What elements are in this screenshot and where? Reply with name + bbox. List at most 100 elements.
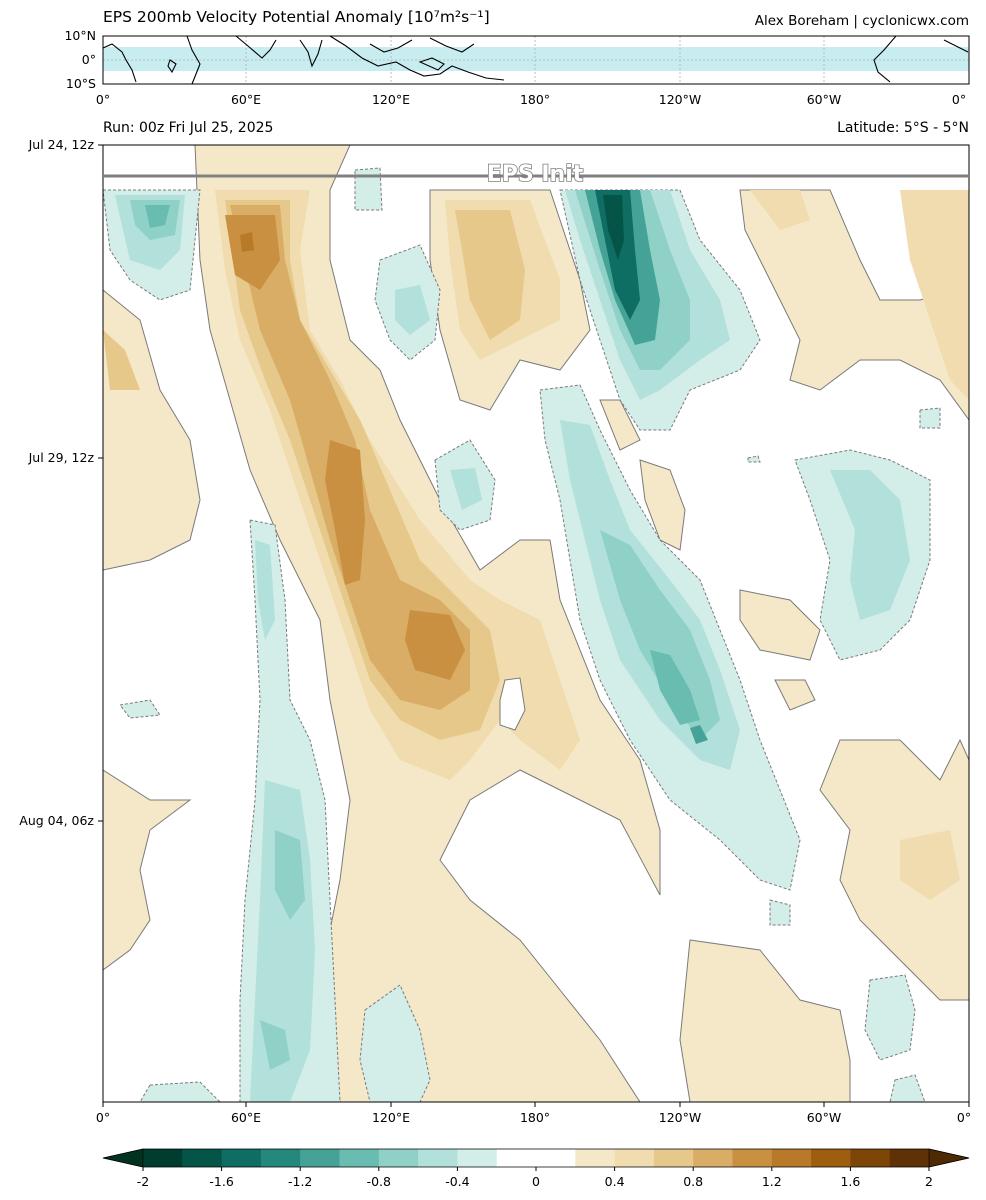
colorbar-bin	[457, 1149, 498, 1167]
colorbar-bin	[339, 1149, 380, 1167]
xtick-label: 120°E	[371, 1110, 410, 1125]
colorbar-tick-label: -0.4	[445, 1174, 470, 1189]
contour-negative-0.4	[450, 468, 482, 510]
colorbar-tick-label: -0.8	[366, 1174, 391, 1189]
contour-negative-0.6	[600, 530, 720, 740]
contour-positive-0.2	[103, 289, 201, 571]
contour-positive-0.4	[900, 190, 969, 400]
colorbar-bin	[850, 1149, 891, 1167]
contour-positive-0.2	[739, 189, 969, 421]
contour-negative-0.2	[747, 455, 761, 463]
colorbar-labels: -2 -1.6 -1.2 -0.8 -0.4 0 0.4 0.8 1.2 1.6 2	[0, 1174, 986, 1194]
ytick-label: Jul 24, 12z	[28, 137, 94, 152]
colorbar-bin	[693, 1149, 733, 1167]
latitude-label: Latitude: 5°S - 5°N	[837, 120, 969, 136]
contour-positive-1.2	[240, 232, 254, 252]
colorbar	[102, 1148, 970, 1171]
chart-title: EPS 200mb Velocity Potential Anomaly [10…	[103, 8, 490, 26]
colorbar-bin	[771, 1149, 812, 1167]
xtick-label: 180°	[519, 1110, 551, 1125]
contour-positive-1.0	[225, 215, 280, 290]
colorbar-bin	[575, 1149, 616, 1167]
contour-positive-0.2	[774, 679, 816, 711]
contour-negative-0.2	[139, 1081, 221, 1102]
map-xtick-label: 120°W	[658, 92, 702, 107]
map-ytick-label: 10°S	[65, 76, 96, 91]
xtick-label: 0°	[95, 1110, 111, 1125]
contour-negative-0.2	[919, 407, 941, 429]
xtick-label: 0°	[956, 1110, 972, 1125]
colorbar-bin	[811, 1149, 851, 1167]
colorbar-bin	[653, 1149, 694, 1167]
xtick-label: 120°W	[658, 1110, 702, 1125]
contour-negative-0.2	[354, 167, 383, 211]
contour-positive-0.6	[455, 210, 525, 340]
map-xtick-label: 180°	[519, 92, 551, 107]
map-ytick-label: 0°	[81, 52, 96, 67]
map-xtick-label: 120°E	[371, 92, 410, 107]
colorbar-tick-label: 2	[925, 1174, 933, 1189]
colorbar-min-extension	[102, 1148, 144, 1168]
colorbar-bin	[536, 1149, 576, 1167]
contour-positive-1.0	[325, 440, 365, 585]
contour-negative-0.2	[359, 984, 431, 1102]
contour-negative-0.8	[650, 650, 700, 725]
colorbar-bin	[182, 1149, 223, 1167]
contour-negative-0.6	[260, 1020, 290, 1070]
colorbar-bin	[300, 1149, 340, 1167]
colorbar-tick-label: -1.2	[287, 1174, 313, 1189]
map-xtick-label: 60°E	[230, 92, 262, 107]
xtick-label: 60°E	[230, 1110, 262, 1125]
contour-positive-0.6	[103, 330, 140, 390]
map-xtick-label: 60°W	[806, 92, 842, 107]
contour-negative-0.6	[275, 830, 305, 920]
contour-negative-0.2	[119, 699, 161, 719]
contour-negative-0.4	[830, 470, 910, 620]
init-label: EPS Init	[487, 162, 584, 187]
run-label: Run: 00z Fri Jul 25, 2025	[103, 120, 274, 136]
colorbar-bin	[614, 1149, 655, 1167]
colorbar-tick-label: -2	[136, 1174, 150, 1189]
map-latitude-band	[103, 47, 969, 71]
colorbar-tick-label: -1.6	[209, 1174, 234, 1189]
colorbar-bin	[378, 1149, 419, 1167]
colorbar-tick-label: 0.8	[683, 1174, 704, 1189]
contour-positive-0.4	[900, 830, 960, 900]
contour-positive-0.2	[639, 459, 686, 551]
contour-negative-0.2	[864, 974, 916, 1061]
colorbar-tick-label: 1.6	[840, 1174, 861, 1189]
ytick-label: Aug 04, 06z	[19, 813, 94, 828]
contour-negative-0.2	[769, 899, 791, 926]
contour-positive-1.0	[405, 610, 465, 680]
colorbar-bin	[260, 1149, 301, 1167]
colorbar-bin	[143, 1149, 183, 1167]
contour-negative-0.4	[255, 540, 275, 640]
map-panel	[102, 35, 970, 85]
contour-positive-0.2	[679, 939, 851, 1102]
colorbar-bin	[221, 1149, 262, 1167]
colorbar-tick-label: 0.4	[604, 1174, 625, 1189]
colorbar-max-extension	[928, 1148, 970, 1168]
colorbar-bin	[732, 1149, 773, 1167]
contour-negative-0.4	[395, 285, 430, 335]
contour-positive-0.2	[739, 589, 821, 661]
colorbar-bin	[418, 1149, 458, 1167]
contour-negative-0.8	[145, 205, 170, 228]
colorbar-bin	[889, 1149, 930, 1167]
contour-negative-1.6	[603, 195, 624, 260]
xtick-label: 60°W	[806, 1110, 842, 1125]
contour-negative-0.2	[889, 1074, 926, 1102]
contour-field	[103, 145, 969, 1102]
ytick-label: Jul 29, 12z	[28, 450, 94, 465]
colorbar-tick-label: 1.2	[761, 1174, 782, 1189]
map-xtick-label: 0°	[951, 92, 967, 107]
contour-positive-0.2	[819, 738, 969, 1001]
contour-positive-0.4	[750, 190, 810, 230]
credit-label: Alex Boreham | cyclonicwx.com	[754, 13, 969, 29]
colorbar-bin	[496, 1149, 537, 1167]
colorbar-tick-label: 0	[532, 1174, 540, 1189]
map-xtick-label: 0°	[95, 92, 111, 107]
map-ytick-label: 10°N	[64, 28, 96, 43]
contour-zero-hole	[499, 677, 526, 731]
